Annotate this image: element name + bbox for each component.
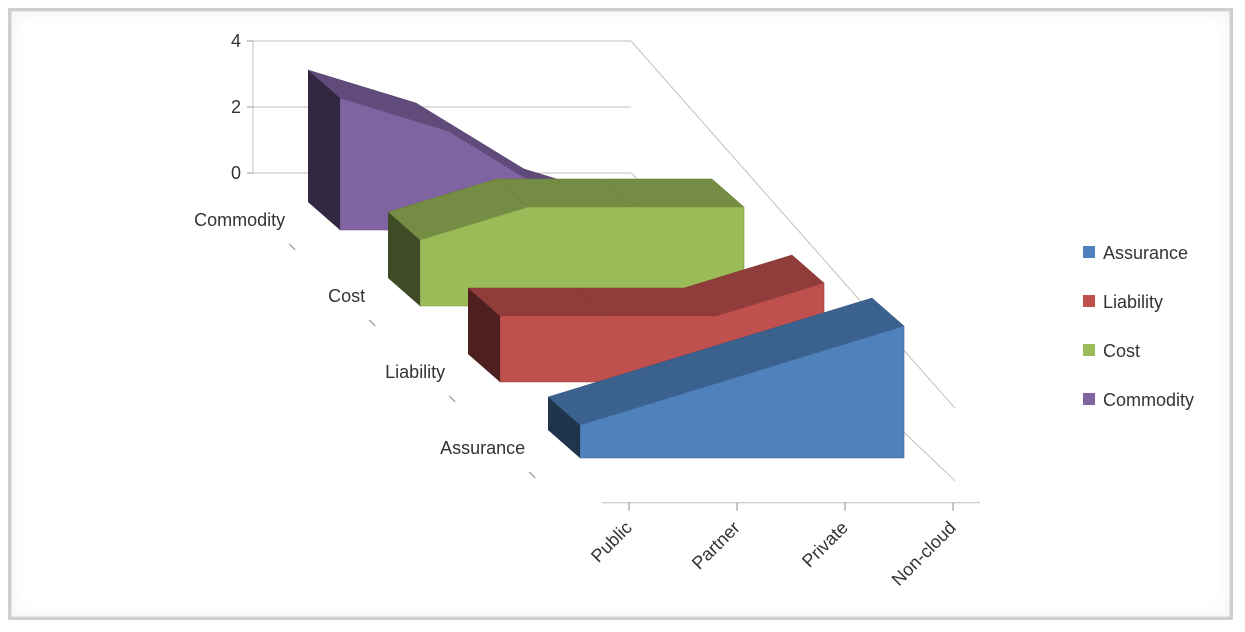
depth-tick <box>288 243 296 251</box>
legend-entry: Commodity <box>1103 390 1194 410</box>
series-assurance <box>547 297 905 459</box>
depth-axis-labels: Commodity Cost Liability Assurance <box>194 210 536 479</box>
depth-tick <box>528 471 536 479</box>
area-side-commodity <box>308 70 340 230</box>
depth-label: Cost <box>328 286 365 306</box>
legend-swatch <box>1083 246 1095 258</box>
x-axis-categories: Public Partner Private Non-cloud <box>587 502 980 590</box>
y-tick-label: 0 <box>231 163 241 183</box>
x-category-label: Partner <box>688 517 744 573</box>
legend: Assurance Liability Cost Commodity <box>1083 243 1194 410</box>
legend-entry: Liability <box>1103 292 1163 312</box>
x-category-label: Non-cloud <box>888 517 960 589</box>
legend-entry: Assurance <box>1103 243 1188 263</box>
depth-label: Assurance <box>440 438 525 458</box>
y-axis-ticks: 0 2 4 <box>231 31 254 183</box>
depth-tick <box>368 319 376 327</box>
depth-label: Commodity <box>194 210 285 230</box>
depth-tick <box>448 395 456 403</box>
area-side-liability <box>468 288 500 382</box>
x-category-label: Public <box>587 517 636 566</box>
depth-label: Liability <box>385 362 445 382</box>
y-tick-label: 4 <box>231 31 241 51</box>
area-side-cost <box>388 212 420 306</box>
legend-swatch <box>1083 344 1095 356</box>
area-side-assurance <box>548 397 580 458</box>
x-category-label: Private <box>798 517 852 571</box>
chart-series <box>307 69 905 459</box>
y-tick-label: 2 <box>231 97 241 117</box>
legend-entry: Cost <box>1103 341 1140 361</box>
legend-swatch <box>1083 393 1095 405</box>
legend-swatch <box>1083 295 1095 307</box>
